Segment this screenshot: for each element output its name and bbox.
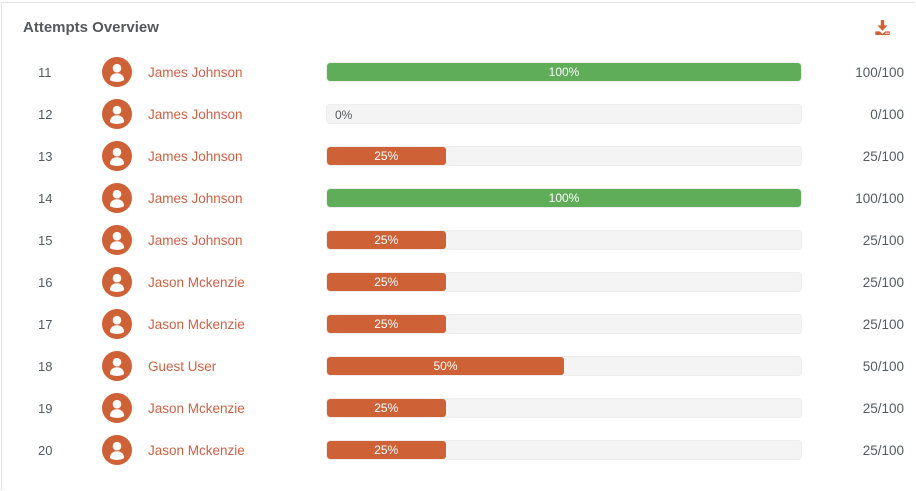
user-name-link[interactable]: Jason Mckenzie: [148, 442, 245, 458]
progress-track: 25%: [326, 440, 802, 460]
attempt-number: 14: [38, 190, 53, 206]
user-name-link[interactable]: James Johnson: [148, 106, 243, 122]
progress-track: 25%: [326, 272, 802, 292]
download-button[interactable]: [872, 17, 893, 38]
progress-track: 100%: [326, 62, 802, 82]
score-value: 25/100: [862, 442, 904, 458]
attempt-row: 18 Guest User 50% 50/100: [2, 345, 915, 387]
score-value: 50/100: [862, 358, 904, 374]
progress-bar: 100%: [326, 188, 802, 208]
score-value: 100/100: [855, 190, 904, 206]
user-avatar-icon[interactable]: [102, 57, 132, 87]
progress-fill: 25%: [327, 399, 446, 417]
score-value: 100/100: [855, 64, 904, 80]
progress-fill: 100%: [327, 63, 801, 81]
attempt-row: 15 James Johnson 25% 25/100: [2, 219, 915, 261]
attempt-row: 11 James Johnson 100% 100/100: [2, 51, 915, 93]
attempt-number: 16: [38, 274, 53, 290]
progress-percent-label: 0%: [335, 108, 353, 122]
progress-percent-label: 25%: [374, 443, 399, 457]
progress-fill: 25%: [327, 315, 446, 333]
progress-fill: 25%: [327, 273, 446, 291]
score-value: 0/100: [870, 106, 904, 122]
progress-percent-label: 100%: [548, 65, 580, 79]
progress-fill: 25%: [327, 147, 446, 165]
attempt-number: 13: [38, 148, 53, 164]
user-avatar-icon[interactable]: [102, 435, 132, 465]
progress-track: 0%: [326, 104, 802, 124]
attempts-list: 11 James Johnson 100% 100/100 12: [2, 51, 915, 471]
user-avatar-icon[interactable]: [102, 183, 132, 213]
score-value: 25/100: [862, 148, 904, 164]
progress-bar: 25%: [326, 230, 802, 250]
download-icon: [874, 19, 891, 36]
attempt-number: 18: [38, 358, 53, 374]
user-name-link[interactable]: Jason Mckenzie: [148, 400, 245, 416]
user-name-link[interactable]: James Johnson: [148, 148, 243, 164]
user-avatar-icon[interactable]: [102, 141, 132, 171]
attempt-row: 14 James Johnson 100% 100/100: [2, 177, 915, 219]
progress-fill: 50%: [327, 357, 564, 375]
user-avatar-icon[interactable]: [102, 267, 132, 297]
progress-fill: 100%: [327, 189, 801, 207]
progress-percent-label: 25%: [374, 275, 399, 289]
progress-track: 25%: [326, 230, 802, 250]
attempt-number: 17: [38, 316, 53, 332]
panel-header: Attempts Overview: [2, 3, 915, 51]
user-name-link[interactable]: Guest User: [148, 358, 217, 374]
progress-bar: 25%: [326, 440, 802, 460]
user-avatar-icon[interactable]: [102, 99, 132, 129]
attempt-row: 19 Jason Mckenzie 25% 25/100: [2, 387, 915, 429]
progress-bar: 25%: [326, 146, 802, 166]
attempt-row: 12 James Johnson 0% 0/100: [2, 93, 915, 135]
attempt-row: 16 Jason Mckenzie 25% 25/100: [2, 261, 915, 303]
score-value: 25/100: [862, 400, 904, 416]
user-name-link[interactable]: James Johnson: [148, 190, 243, 206]
progress-bar: 0%: [326, 104, 802, 124]
user-avatar-icon[interactable]: [102, 351, 132, 381]
score-value: 25/100: [862, 232, 904, 248]
panel-title: Attempts Overview: [23, 18, 159, 36]
progress-track: 100%: [326, 188, 802, 208]
attempt-row: 13 James Johnson 25% 25/100: [2, 135, 915, 177]
score-value: 25/100: [862, 274, 904, 290]
progress-percent-label: 25%: [374, 233, 399, 247]
progress-track: 50%: [326, 356, 802, 376]
progress-track: 25%: [326, 398, 802, 418]
progress-fill: 25%: [327, 231, 446, 249]
progress-bar: 25%: [326, 272, 802, 292]
attempt-number: 15: [38, 232, 53, 248]
progress-bar: 25%: [326, 314, 802, 334]
user-name-link[interactable]: Jason Mckenzie: [148, 316, 245, 332]
attempt-number: 11: [38, 64, 52, 80]
attempt-row: 17 Jason Mckenzie 25% 25/100: [2, 303, 915, 345]
user-avatar-icon[interactable]: [102, 309, 132, 339]
attempt-row: 20 Jason Mckenzie 25% 25/100: [2, 429, 915, 471]
progress-fill: 25%: [327, 441, 446, 459]
score-value: 25/100: [862, 316, 904, 332]
progress-percent-label: 50%: [433, 359, 458, 373]
progress-percent-label: 25%: [374, 149, 399, 163]
progress-percent-label: 25%: [374, 317, 399, 331]
progress-percent-label: 100%: [548, 191, 580, 205]
user-name-link[interactable]: James Johnson: [148, 232, 243, 248]
user-avatar-icon[interactable]: [102, 393, 132, 423]
progress-track: 25%: [326, 314, 802, 334]
progress-bar: 25%: [326, 398, 802, 418]
progress-track: 25%: [326, 146, 802, 166]
progress-percent-label: 25%: [374, 401, 399, 415]
user-name-link[interactable]: Jason Mckenzie: [148, 274, 245, 290]
attempt-number: 19: [38, 400, 53, 416]
progress-bar: 100%: [326, 62, 802, 82]
user-avatar-icon[interactable]: [102, 225, 132, 255]
progress-bar: 50%: [326, 356, 802, 376]
attempt-number: 20: [38, 442, 53, 458]
attempt-number: 12: [38, 106, 53, 122]
user-name-link[interactable]: James Johnson: [148, 64, 243, 80]
